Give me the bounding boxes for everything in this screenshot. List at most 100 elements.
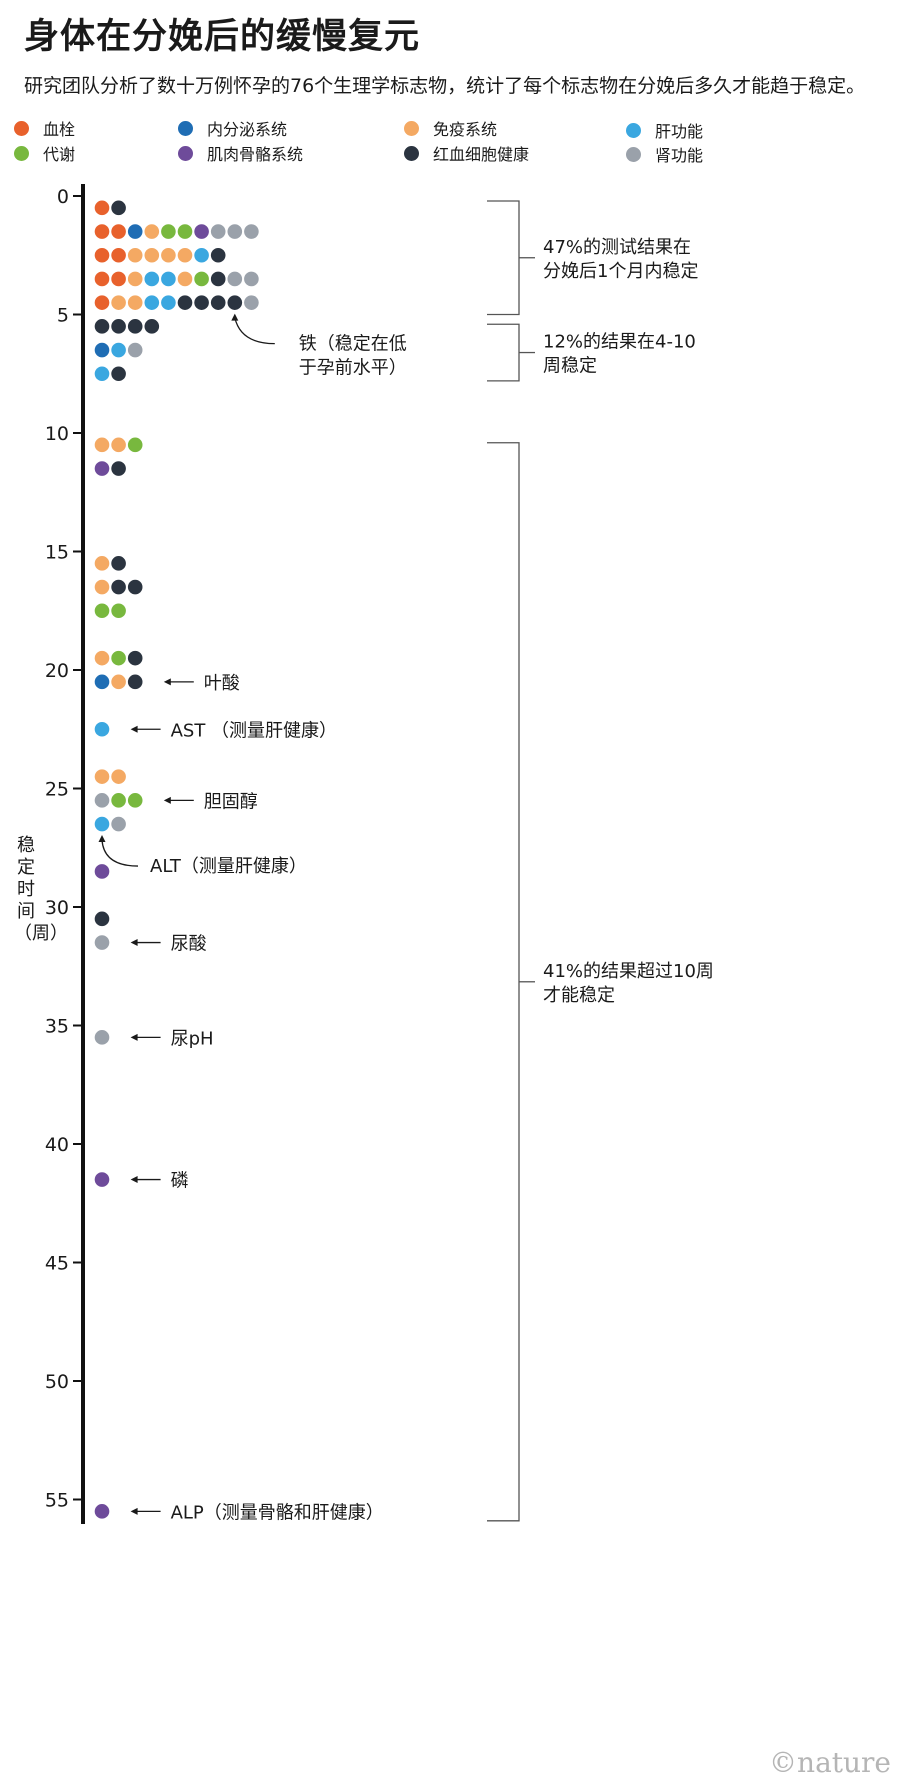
data-point-liver — [94, 816, 110, 832]
annotation-label: 尿酸 — [171, 934, 207, 955]
data-point-endocrine — [94, 342, 110, 358]
range-bracket — [487, 200, 520, 316]
y-tick-label: 35 — [45, 1016, 69, 1038]
data-point-rbc — [111, 200, 126, 216]
data-point-immune — [94, 556, 110, 571]
data-point-rbc — [177, 295, 193, 310]
data-point-immune — [94, 579, 110, 595]
data-point-kidney — [227, 224, 243, 239]
y-tick-label: 55 — [45, 1490, 69, 1512]
data-point-immune — [161, 247, 176, 263]
data-point-rbc — [94, 319, 110, 334]
data-point-blood_clot — [94, 295, 110, 310]
annotation-label: 尿pH — [171, 1028, 214, 1049]
legend-dot-metabolism — [14, 145, 29, 161]
legend-dot-rbc — [404, 145, 419, 161]
legend-item-immune: 免疫系统 — [404, 118, 497, 139]
annotation-line — [101, 839, 139, 867]
annotation-label: 铁（稳定在低 — [299, 334, 407, 355]
data-point-rbc — [127, 319, 143, 334]
range-label: 12%的结果在4-10 — [543, 332, 696, 353]
data-point-kidney — [94, 935, 110, 950]
annotation-label: AST （测量肝健康） — [171, 720, 337, 741]
data-point-musculoskeletal — [94, 1504, 110, 1519]
data-point-rbc — [111, 366, 126, 382]
data-point-immune — [127, 295, 143, 310]
y-tick-label: 30 — [45, 897, 69, 919]
data-point-kidney — [111, 816, 126, 832]
annotation-arrowhead — [130, 939, 138, 947]
data-point-immune — [111, 769, 126, 784]
data-point-rbc — [111, 556, 126, 571]
nature-watermark: ©nature — [769, 1746, 891, 1779]
data-point-immune — [111, 437, 126, 453]
data-point-metabolism — [194, 271, 209, 287]
data-point-immune — [177, 247, 193, 263]
data-point-kidney — [210, 224, 226, 239]
data-point-rbc — [111, 579, 126, 595]
legend-dot-kidney — [626, 146, 641, 162]
annotation-arrowhead — [163, 678, 171, 686]
data-point-kidney — [244, 295, 259, 310]
data-point-musculoskeletal — [194, 224, 209, 239]
legend-item-musculoskeletal: 肌肉骨骼系统 — [178, 143, 304, 164]
annotation-arrowhead — [130, 1176, 138, 1184]
data-point-liver — [111, 342, 126, 358]
range-label: 分娩后1个月内稳定 — [543, 261, 698, 282]
annotation-label: 于孕前水平） — [299, 358, 407, 379]
legend-label: 内分泌系统 — [207, 120, 288, 139]
range-label: 41%的结果超过10周 — [543, 961, 714, 982]
range-label: 才能稳定 — [543, 985, 615, 1006]
legend-label: 肾功能 — [655, 146, 704, 165]
legend-label: 血栓 — [43, 120, 76, 139]
y-tick-label: 5 — [57, 305, 69, 327]
data-point-kidney — [94, 793, 110, 808]
data-point-rbc — [111, 461, 126, 476]
y-tick-label: 20 — [45, 660, 69, 682]
y-tick-label: 15 — [45, 542, 69, 564]
data-point-endocrine — [127, 224, 143, 239]
data-point-metabolism — [94, 603, 110, 619]
data-point-musculoskeletal — [94, 461, 110, 476]
annotation-arrowhead — [130, 1507, 138, 1515]
legend-item-endocrine: 内分泌系统 — [178, 118, 288, 139]
legend-dot-immune — [404, 120, 419, 136]
legend-item-rbc: 红血细胞健康 — [404, 143, 529, 164]
data-point-kidney — [127, 342, 143, 358]
data-point-immune — [144, 247, 160, 263]
data-point-rbc — [227, 295, 243, 310]
y-tick-label: 40 — [45, 1134, 69, 1156]
legend-dot-liver — [626, 122, 641, 138]
data-point-metabolism — [161, 224, 176, 239]
data-point-rbc — [210, 271, 226, 287]
chart-title: 身体在分娩后的缓慢复元 — [24, 17, 421, 57]
legend-item-kidney: 肾功能 — [626, 144, 704, 165]
data-point-rbc — [210, 295, 226, 310]
data-point-kidney — [94, 1030, 110, 1045]
data-point-kidney — [244, 271, 259, 287]
chart-subtitle: 研究团队分析了数十万例怀孕的76个生理学标志物，统计了每个标志物在分娩后多久才能… — [24, 75, 866, 97]
data-point-kidney — [244, 224, 259, 239]
data-point-blood_clot — [94, 200, 110, 216]
data-point-rbc — [94, 911, 110, 927]
data-point-rbc — [210, 247, 226, 263]
legend-label: 肌肉骨骼系统 — [207, 145, 304, 164]
range-bracket — [487, 442, 520, 1522]
annotation-arrowhead — [231, 313, 239, 321]
y-axis-label: 稳定时间（周） — [14, 835, 68, 944]
legend-dot-musculoskeletal — [178, 145, 193, 161]
data-point-immune — [111, 674, 126, 690]
data-point-liver — [144, 295, 160, 310]
data-point-metabolism — [127, 437, 143, 453]
range-label: 47%的测试结果在 — [543, 237, 691, 258]
data-point-rbc — [111, 319, 126, 334]
data-point-rbc — [127, 579, 143, 595]
y-tick-label: 0 — [57, 186, 69, 208]
data-point-musculoskeletal — [94, 1172, 110, 1187]
data-point-liver — [94, 721, 110, 737]
legend-item-blood_clot: 血栓 — [14, 118, 76, 139]
data-point-immune — [111, 295, 126, 310]
data-point-immune — [127, 247, 143, 263]
data-point-metabolism — [177, 224, 193, 239]
data-point-immune — [144, 224, 160, 239]
